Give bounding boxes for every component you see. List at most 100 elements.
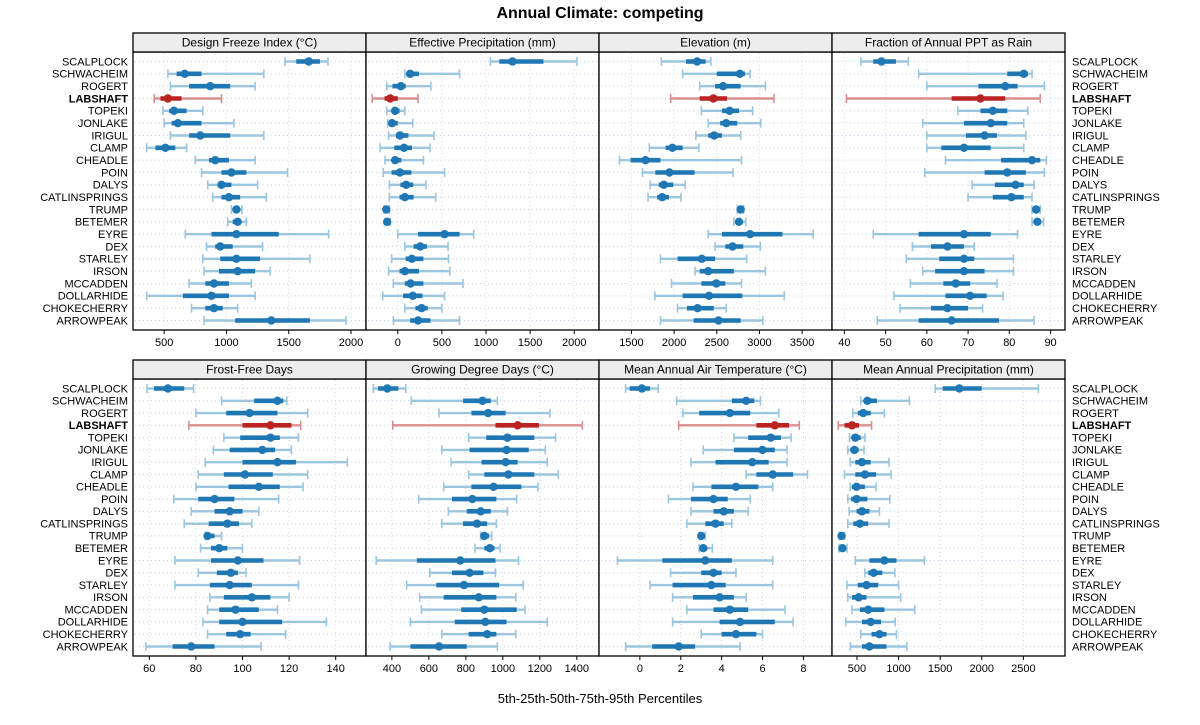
median-dot [216, 242, 225, 251]
median-dot [709, 94, 718, 103]
row-label: POIN [101, 167, 128, 179]
percentile-row [736, 205, 745, 214]
percentile-row [616, 556, 774, 565]
percentile-row [384, 155, 425, 165]
tick-label: 1000 [886, 663, 910, 675]
median-dot [988, 106, 998, 116]
percentile-row [385, 81, 432, 91]
median-dot [485, 544, 495, 553]
percentile-row [206, 605, 279, 615]
median-dot [161, 143, 170, 153]
percentile-row [956, 106, 1029, 116]
row-label: MCCADDEN [1072, 278, 1136, 290]
median-dot [187, 642, 196, 651]
median-dot [232, 254, 241, 264]
percentile-row [396, 229, 475, 239]
median-dot [503, 433, 512, 442]
median-dot [674, 642, 683, 651]
tick-label: 3500 [790, 337, 814, 349]
percentile-row [211, 192, 268, 202]
row-label: JONLAKE [1072, 118, 1122, 130]
row-label: STARLEY [1072, 580, 1122, 592]
percentile-row [676, 303, 727, 313]
median-dot [209, 279, 219, 288]
row-label: CHEADLE [1072, 482, 1124, 494]
percentile-row [847, 592, 902, 602]
percentile-row [404, 303, 443, 313]
row-label: IRIGUL [91, 457, 128, 469]
tick-label: 1500 [518, 337, 542, 349]
row-label: DALYS [1072, 506, 1107, 518]
median-dot [215, 544, 224, 553]
median-dot [748, 458, 757, 467]
row-label: BETEMER [75, 543, 128, 555]
median-dot [1007, 192, 1016, 202]
median-dot [665, 168, 674, 177]
percentile-row [893, 291, 1004, 301]
percentile-row [145, 143, 188, 153]
median-dot [693, 303, 702, 313]
percentile-row [849, 642, 908, 651]
percentile-row [860, 57, 910, 66]
row-label: BETEMER [75, 217, 128, 229]
median-dot [855, 519, 865, 528]
median-dot [725, 605, 735, 614]
percentile-row [670, 279, 743, 288]
percentile-row [387, 131, 435, 140]
row-label: TOPEKI [88, 432, 128, 444]
row-label: STARLEY [1072, 254, 1122, 266]
percentile-row [195, 408, 309, 418]
panel-frame [598, 378, 833, 657]
row-label: CHEADLE [1072, 155, 1124, 167]
percentile-row [926, 81, 1046, 91]
percentile-row [183, 519, 253, 529]
percentile-row [859, 629, 898, 639]
percentile-row [146, 384, 195, 393]
row-label: SCALPLOCK [1072, 56, 1139, 68]
percentile-row [837, 531, 846, 541]
median-dot [731, 482, 741, 491]
median-dot [210, 494, 219, 504]
median-dot [641, 155, 650, 165]
median-dot [866, 617, 875, 627]
percentile-row [441, 519, 498, 529]
median-dot [396, 81, 406, 91]
percentile-row [654, 291, 786, 301]
percentile-row [876, 316, 1035, 325]
median-dot [725, 408, 735, 418]
percentile-row [420, 605, 526, 615]
panel-Mean Annual Precipitation (mm): 500 1000 1500 2000 2500 Mean Annual Precipita… [831, 359, 1066, 675]
percentile-row [844, 617, 897, 627]
median-dot [758, 445, 767, 455]
percentile-row [201, 254, 311, 264]
percentile-row [926, 131, 1027, 140]
row-label: JONLAKE [78, 445, 128, 457]
percentile-row [618, 155, 743, 165]
chart-title: Annual Climate: competing [496, 5, 704, 22]
percentile-row [467, 470, 560, 479]
median-dot [959, 266, 969, 276]
row-label: LABSHAFT [69, 420, 129, 432]
percentile-row [698, 81, 767, 91]
median-dot [736, 205, 745, 214]
median-dot [390, 155, 400, 165]
tick-label: 2000 [339, 337, 363, 349]
percentile-row [197, 568, 247, 578]
percentile-row [837, 420, 873, 430]
median-dot [267, 316, 276, 325]
percentile-row [698, 543, 714, 553]
panel-title: Growing Degree Days (°C) [411, 363, 554, 377]
median-dot [247, 593, 257, 602]
row-label: CLAMP [1072, 469, 1110, 481]
percentile-row [649, 580, 774, 590]
median-dot [382, 217, 392, 227]
median-dot [728, 242, 737, 251]
percentile-row [838, 543, 848, 553]
row-label: CLAMP [90, 469, 128, 481]
median-dot [482, 630, 492, 639]
row-label: EYRE [98, 555, 128, 567]
row-label: MCCADDEN [1072, 604, 1136, 616]
row-label: JONLAKE [1072, 445, 1122, 457]
row-label: POIN [1072, 167, 1099, 179]
median-dot [875, 630, 884, 639]
